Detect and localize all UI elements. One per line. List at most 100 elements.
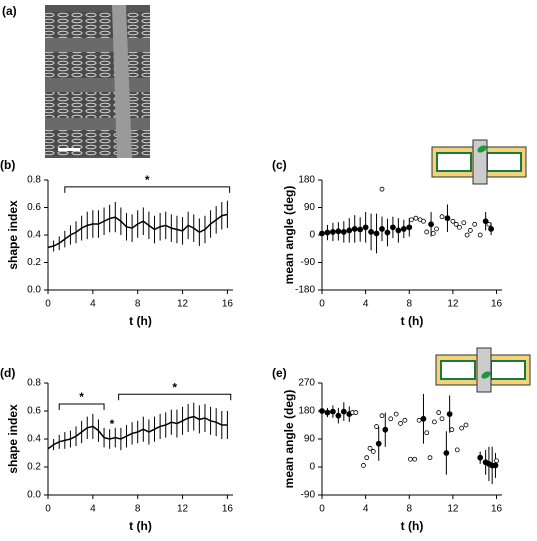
x-axis-label: t (h) [129,314,152,328]
point [346,227,353,234]
point [390,224,396,231]
x-tick-label: 16 [222,299,234,310]
x-tick-label: 8 [406,504,412,515]
y-tick-label: 0.6 [27,406,41,417]
x-tick-label: 16 [491,504,503,515]
point [416,417,422,423]
line [47,415,228,450]
y-tick-label: 0.4 [27,230,41,241]
y-tick-label: 0.2 [27,462,41,473]
point [424,229,430,235]
point [324,229,331,236]
y-tick-label: 180 [298,406,315,417]
point [427,455,433,461]
point [446,411,453,418]
point [319,230,325,237]
significance-bracket [118,393,232,401]
y-tick-label: 0.2 [27,257,41,268]
panel-label: (a) [2,4,17,18]
significance-label: * [79,390,84,404]
point [488,225,494,232]
point [407,456,413,462]
y-axis-label: shape index [6,200,20,270]
x-tick-label: 12 [177,504,189,515]
y-tick-label: 180 [298,175,315,186]
x-tick-label: 4 [90,299,96,310]
point [384,229,391,236]
point [395,227,402,234]
point [450,218,456,224]
point [477,232,483,238]
x-tick-label: 4 [363,299,369,310]
point [368,229,374,235]
point [319,408,325,414]
point [335,412,342,419]
point [454,447,460,453]
significance-bracket [64,186,231,193]
point [382,426,389,433]
x-tick-label: 0 [45,504,51,515]
point [379,186,385,192]
point [467,228,473,233]
schematic [431,139,527,185]
point [362,224,369,231]
y-tick-label: 270 [298,378,315,389]
point [492,462,499,469]
x-tick-label: 8 [135,299,141,310]
y-tick-label: 0.0 [27,490,41,501]
point [464,232,470,238]
y-tick-label: 0.8 [27,378,41,389]
point [486,221,492,227]
point [420,415,427,422]
x-axis-label: t (h) [129,519,152,533]
point [402,417,408,423]
point [373,230,380,237]
point [351,225,358,232]
point [413,215,419,221]
point [374,424,379,429]
x-tick-label: 4 [363,504,369,515]
point [340,229,347,235]
y-tick-label: 0.6 [27,202,41,213]
point [428,221,434,228]
y-tick-label: 0 [309,462,315,473]
y-tick-label: 90 [304,434,316,445]
point [436,410,442,415]
y-tick-label: -180 [295,285,315,296]
point [357,226,364,233]
point [457,224,462,230]
point [431,419,437,425]
point [430,231,436,236]
y-tick-label: 0.0 [27,285,41,296]
x-tick-label: 16 [491,299,503,310]
point [393,411,399,417]
point [335,228,342,235]
schematic [435,347,531,393]
y-axis-label: mean angle (deg) [282,390,296,489]
point [439,416,445,422]
point [444,215,451,222]
panel-label: (c) [272,158,287,172]
x-tick-label: 8 [135,504,141,515]
point [412,456,418,462]
x-tick-label: 4 [90,504,96,515]
y-tick-label: -90 [301,490,316,501]
point [364,455,370,461]
significance-label: * [172,380,177,394]
y-tick-label: 0.8 [27,175,41,186]
point [330,408,336,415]
x-tick-label: 16 [222,504,234,515]
point [361,463,366,468]
y-tick-label: 90 [304,202,316,213]
x-tick-label: 12 [447,299,459,310]
point [439,214,445,220]
point [424,430,430,436]
y-axis-label: shape index [6,404,20,474]
point [459,425,465,431]
point [409,217,414,223]
y-tick-label: 0 [309,230,315,241]
point [477,454,484,461]
x-axis-label: t (h) [401,519,424,533]
point [340,408,347,415]
